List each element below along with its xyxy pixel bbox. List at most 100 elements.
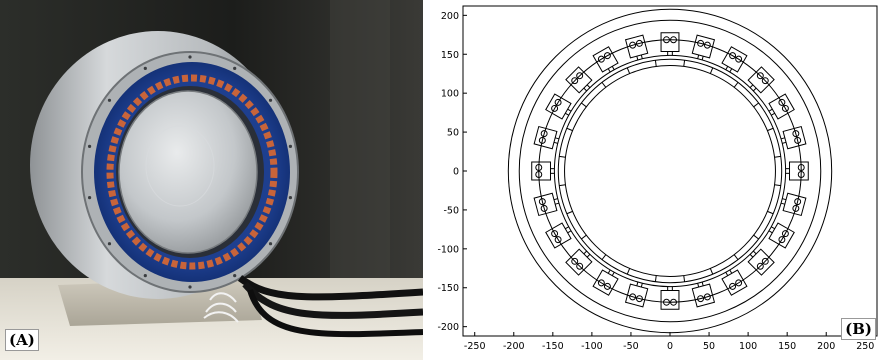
magnet-divider — [709, 268, 714, 275]
slot-opening — [567, 230, 572, 234]
stator-slot — [565, 248, 607, 276]
magnet-divider — [601, 254, 607, 260]
stator-slot — [767, 210, 795, 249]
bolt-hole — [288, 144, 293, 149]
magnet-divider — [654, 60, 657, 67]
magnet-divider — [626, 67, 631, 74]
slot-outline — [721, 46, 748, 73]
slot-opening — [636, 281, 639, 286]
slot-opening — [553, 198, 558, 201]
y-tick-label: 0 — [453, 167, 459, 178]
conductor — [735, 55, 743, 63]
y-tick-label: 50 — [447, 128, 459, 139]
slot-opening — [586, 254, 591, 258]
conductor — [629, 293, 637, 301]
slot-opening — [565, 226, 569, 230]
stator-slot — [565, 66, 593, 108]
magnet-divider — [774, 184, 781, 187]
conductor — [781, 104, 789, 112]
y-tick-label: 100 — [441, 89, 459, 100]
bolt-hole — [188, 55, 192, 59]
conductor — [670, 298, 677, 306]
slot-outline — [721, 269, 748, 296]
slot-outline — [592, 269, 619, 296]
stator-slot — [654, 32, 680, 67]
conductor — [554, 98, 562, 106]
slot-opening — [782, 198, 787, 201]
conductor — [603, 52, 611, 60]
slot-outline — [747, 248, 775, 276]
x-tick-label: 200 — [817, 341, 835, 352]
stator-slot — [624, 34, 649, 74]
slot-opening — [768, 108, 773, 112]
magnet-divider — [767, 210, 774, 215]
slot-opening — [586, 84, 591, 88]
magnet-divider — [559, 184, 566, 187]
stator-slot — [531, 161, 566, 187]
conductor — [538, 198, 546, 206]
magnet-divider — [774, 155, 781, 158]
conductor — [778, 236, 786, 244]
conductor — [781, 230, 789, 238]
bolt-hole — [87, 144, 92, 149]
slot-opening — [697, 283, 700, 288]
conductor — [756, 72, 764, 80]
conductor — [735, 279, 743, 287]
magnet-divider — [733, 82, 739, 88]
power-cable — [237, 275, 423, 301]
magnet-divider — [601, 82, 607, 88]
conductor — [538, 136, 546, 144]
slot-opening — [749, 254, 754, 258]
cross-section-panel: -250 -200 -150 -100 -50 0 50 100 150 200 250 200 15… — [425, 0, 886, 360]
conductor — [551, 230, 559, 238]
slot-opening — [607, 269, 611, 274]
stator-slot — [721, 254, 748, 296]
slot-outline — [545, 93, 572, 120]
slot-outline — [624, 283, 649, 308]
y-axis-ticks: 200 150 100 50 0 -50 -100 -150 -200 — [437, 11, 467, 333]
bolt-hole — [107, 242, 112, 246]
x-tick-label: 250 — [856, 341, 874, 352]
conductor — [663, 298, 670, 306]
magnet-divider — [683, 60, 686, 67]
stator-slot — [545, 222, 587, 249]
slot-opening — [753, 87, 757, 92]
slot-opening — [771, 226, 775, 230]
slot-opening — [753, 250, 757, 255]
slot-opening — [607, 68, 611, 73]
conductor — [792, 130, 800, 138]
conductor — [797, 164, 805, 171]
slot-opening — [780, 137, 785, 140]
stator-slot — [747, 234, 775, 276]
stator-slot — [624, 275, 657, 308]
conductor — [761, 77, 769, 85]
slot-opening — [565, 112, 569, 116]
conductor — [571, 257, 579, 265]
stator-slot — [753, 93, 795, 120]
sensor-wires — [203, 292, 239, 323]
bolt-hole — [143, 274, 147, 278]
conductor — [794, 198, 802, 206]
panel-label-b: (B) — [841, 318, 876, 340]
conductor — [540, 130, 548, 138]
slot-opening — [782, 141, 787, 144]
machine-photo — [0, 0, 423, 360]
slot-outline — [782, 192, 807, 217]
slot-outline — [691, 283, 716, 308]
slot-opening — [555, 137, 560, 140]
bolt-hole — [143, 66, 147, 70]
conductor — [703, 41, 711, 49]
slot-opening — [636, 56, 639, 61]
x-tick-label: -200 — [503, 341, 525, 352]
x-tick-label: -50 — [623, 341, 639, 352]
stator-slot — [691, 268, 716, 308]
magnet-divider — [709, 67, 714, 74]
power-cable-2 — [242, 281, 423, 319]
slot-opening — [701, 281, 704, 286]
conductor — [697, 295, 705, 303]
conductor — [571, 77, 579, 85]
conductor — [551, 104, 559, 112]
bolt-hole — [233, 66, 237, 70]
bolt-hole — [188, 285, 192, 289]
slot-opening — [768, 230, 773, 234]
